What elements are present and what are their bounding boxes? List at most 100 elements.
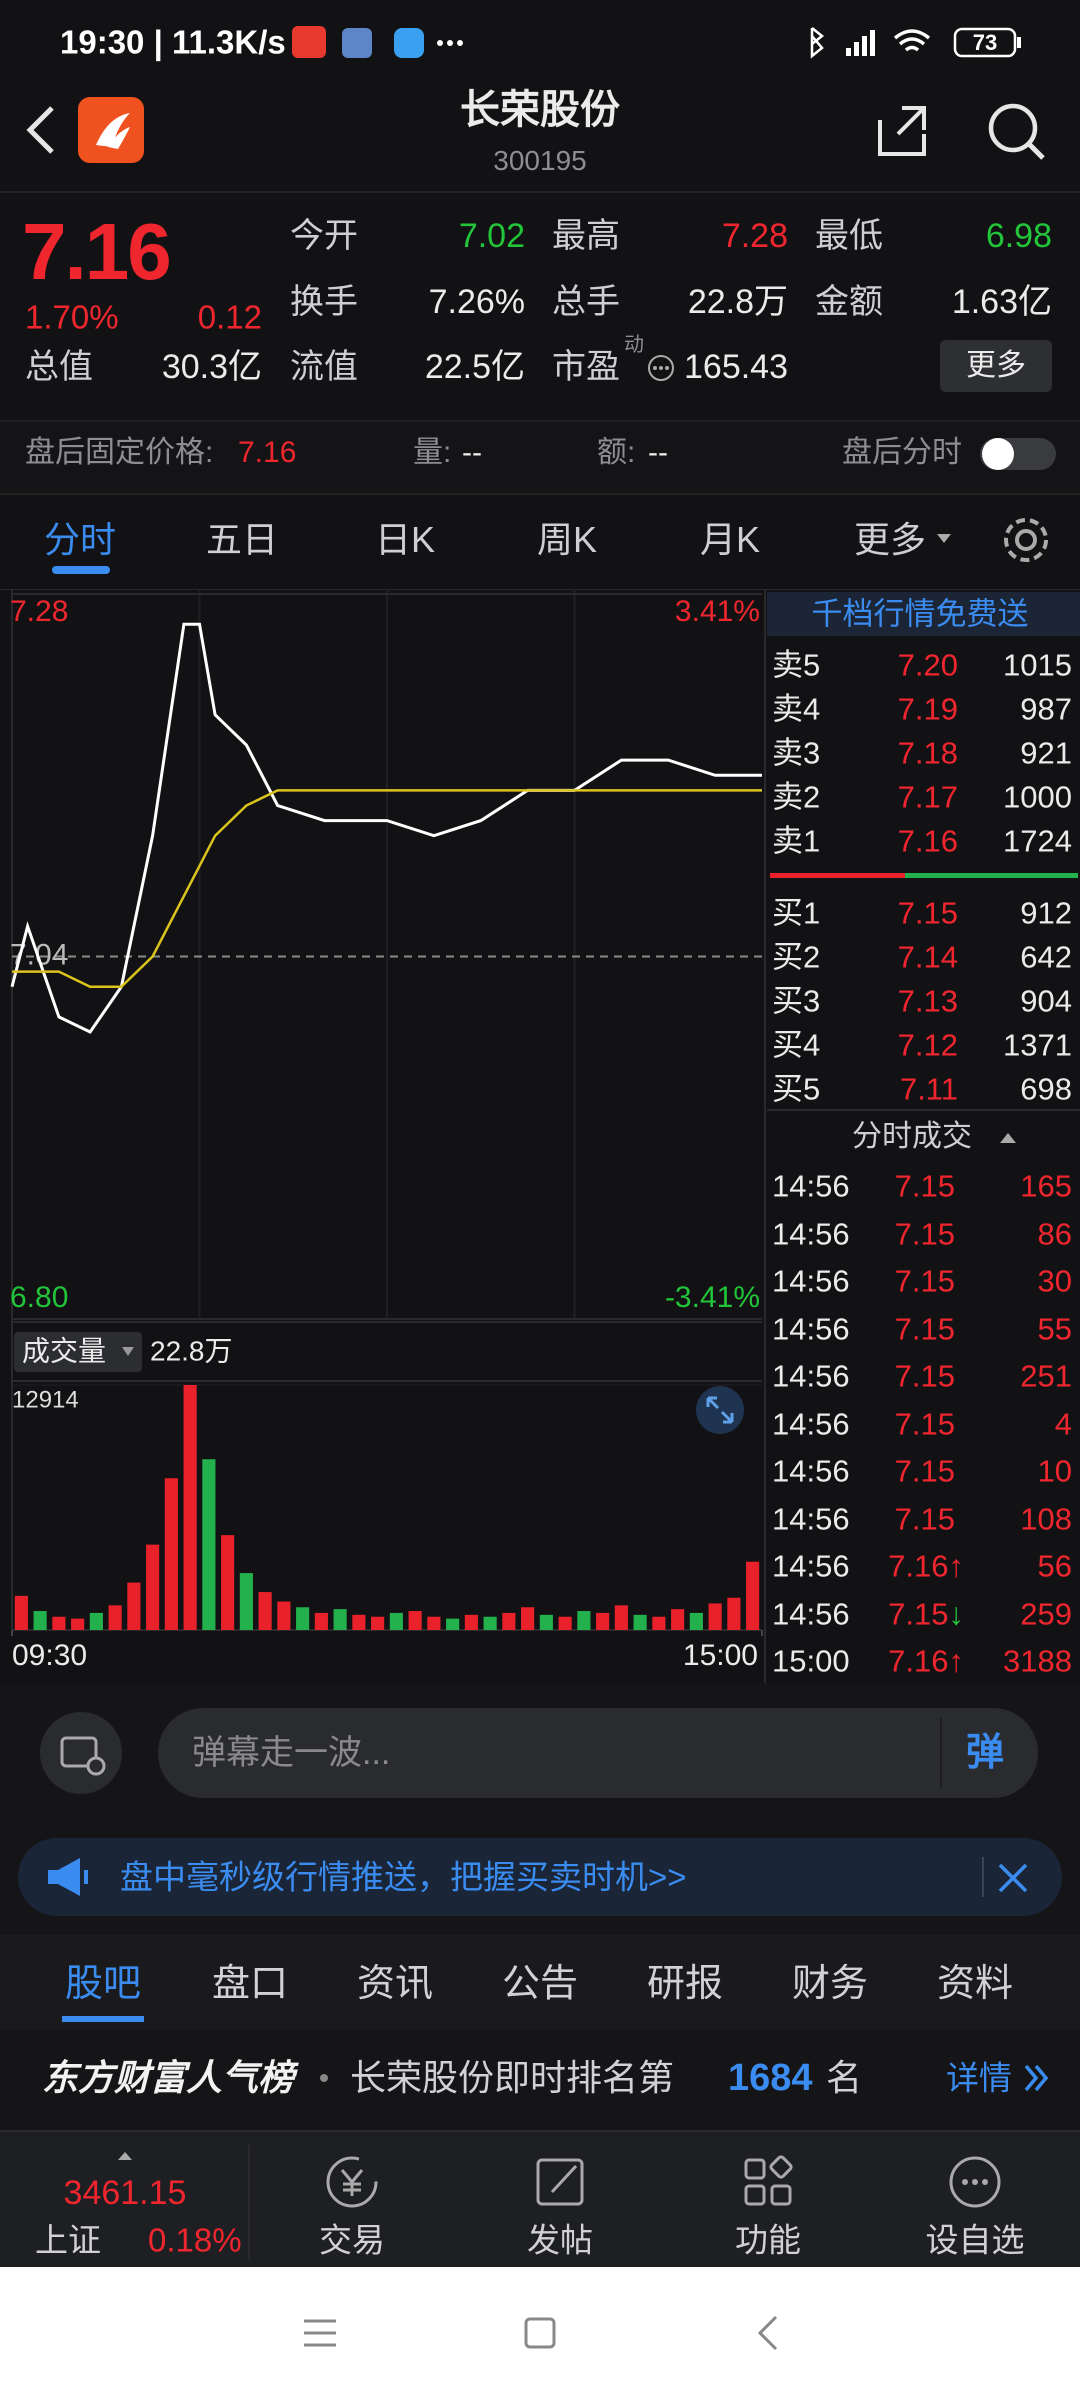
chart-tab[interactable]: 分时 (43, 519, 117, 560)
promo-text[interactable]: 千档行情免费送 (811, 596, 1029, 632)
more-button-bg[interactable] (940, 340, 1052, 392)
trade-price-box: 7.15 (895, 1171, 955, 1202)
ranking-suffix: 名 (826, 2057, 863, 2098)
push-banner[interactable] (18, 1838, 1062, 1916)
chart-tab[interactable]: 日K (374, 519, 436, 560)
back-key[interactable] (752, 2313, 782, 2353)
danmu-settings[interactable] (38, 1710, 124, 1796)
chart-tab[interactable]: 周K (536, 519, 598, 560)
expand-icon (706, 1396, 734, 1424)
trade-price-box: 7.15 (895, 1503, 955, 1534)
trade-volume: 165 (1020, 1168, 1072, 1204)
volume-bar (14, 1595, 28, 1630)
trade-price-box: 7.15 (895, 1456, 955, 1487)
bottom-tab[interactable]: 财务 (791, 1963, 869, 2005)
bid-volume: 642 (1020, 939, 1072, 975)
trade-volume: 4 (1054, 1406, 1072, 1441)
stat-value: 7.02 (458, 217, 525, 255)
ranking-brand: 东方财富人气榜 (42, 2057, 295, 2098)
ask-volume: 987 (1020, 691, 1072, 727)
bottom-tab[interactable]: 公告 (501, 1963, 579, 2005)
active-tab-indicator (62, 2016, 144, 2022)
stat-label: 总手 (552, 283, 620, 321)
post-icon[interactable] (530, 2154, 590, 2210)
menu-key[interactable] (300, 2313, 340, 2353)
volume-bar (108, 1605, 122, 1630)
active-tab-indicator (52, 566, 110, 574)
after-hours-toggle-label[interactable]: 盘后分时 (842, 436, 962, 469)
danmu-button[interactable]: 弹 (965, 1732, 1005, 1774)
ask-volume: 1000 (1003, 779, 1072, 815)
share-button[interactable] (872, 100, 932, 160)
ask-price: 7.18 (897, 735, 958, 771)
back-button[interactable] (20, 100, 60, 160)
volume-bar (296, 1607, 310, 1630)
ask-volume: 1015 (1003, 647, 1072, 683)
index-value[interactable]: 3461.15 (63, 2174, 187, 2212)
stat-label: 总值 (25, 348, 93, 386)
change-percent: 1.70% (25, 298, 119, 336)
after-hours-toggle[interactable] (978, 434, 1060, 474)
dropdown-arrow (937, 534, 951, 543)
ranking-number: 1684 (728, 2057, 813, 2099)
bottom-tab[interactable]: 研报 (646, 1963, 724, 2005)
y-tick-label: 6.80 (10, 1281, 68, 1314)
chart-tab[interactable]: 更多 (853, 519, 927, 560)
nav-label[interactable]: 设自选 (925, 2221, 1025, 2259)
volume-bar (52, 1616, 66, 1630)
nav-label[interactable]: 发帖 (527, 2221, 593, 2259)
danmu-input[interactable] (158, 1708, 1038, 1798)
volume-bar (633, 1614, 647, 1630)
ask-price: 7.16 (897, 823, 958, 859)
last-price: 7.16 (22, 207, 172, 296)
bid-volume: 904 (1020, 983, 1072, 1019)
ask-label: 卖4 (772, 691, 821, 727)
expand-arrow (118, 2152, 132, 2160)
volume-bar (727, 1597, 741, 1630)
ranking-link[interactable]: 详情 (946, 2059, 1012, 2097)
chart-tab[interactable]: 月K (699, 519, 761, 560)
more-button[interactable]: 更多 (966, 349, 1026, 382)
trade-price: 7.16 (888, 1643, 949, 1679)
nav-label[interactable]: 功能 (735, 2221, 801, 2259)
bottom-tab[interactable]: 资讯 (356, 1963, 434, 2005)
y-tick-label: 7.28 (10, 595, 68, 628)
volume-bar (389, 1612, 403, 1630)
bottom-tab[interactable]: 资料 (936, 1963, 1014, 2005)
status-icons (292, 26, 463, 58)
close-banner[interactable] (996, 1861, 1030, 1895)
trade-price-box: 7.15 (895, 1218, 955, 1249)
trade-arrow: ↑ (948, 1548, 965, 1584)
nav-label[interactable]: 交易 (319, 2221, 385, 2259)
bluetooth-icon (810, 27, 825, 59)
after-hours-volume: -- (462, 436, 482, 469)
pe-info-icon[interactable] (646, 353, 676, 383)
chart-tab[interactable]: 五日 (205, 519, 279, 560)
after-hours-volume-label: 量: (413, 436, 452, 469)
megaphone-icon (48, 1858, 88, 1896)
trade-volume: 259 (1020, 1596, 1072, 1631)
volume-selector[interactable] (14, 1332, 142, 1372)
trade-icon[interactable] (322, 2154, 382, 2210)
settings-button[interactable] (998, 512, 1054, 568)
stock-code: 300195 (493, 145, 587, 176)
trade-volume: 30 (1037, 1263, 1072, 1299)
ask-price: 7.17 (897, 779, 958, 815)
bottom-tab[interactable]: 盘口 (211, 1963, 289, 2005)
home-key[interactable] (522, 2315, 558, 2351)
details-chevron[interactable] (1022, 2062, 1052, 2094)
tools-icon[interactable] (738, 2154, 798, 2210)
trades-title: 分时成交 (852, 1120, 972, 1153)
trade-volume: 3188 (1003, 1643, 1072, 1679)
expand-button[interactable] (696, 1386, 744, 1434)
volume-bar (577, 1611, 591, 1630)
volume-bar (371, 1616, 385, 1630)
trade-time: 14:56 (772, 1501, 850, 1536)
banner-text[interactable]: 盘中毫秒级行情推送，把握买卖时机>> (120, 1858, 687, 1896)
bottom-tab[interactable]: 股吧 (64, 1963, 142, 2005)
watchlist-icon[interactable] (945, 2154, 1005, 2210)
search-button[interactable] (985, 100, 1049, 164)
volume-bar (239, 1573, 253, 1630)
x-tick-label: 09:30 (12, 1639, 87, 1672)
trade-price-box: 7.16↑ (888, 1646, 964, 1677)
